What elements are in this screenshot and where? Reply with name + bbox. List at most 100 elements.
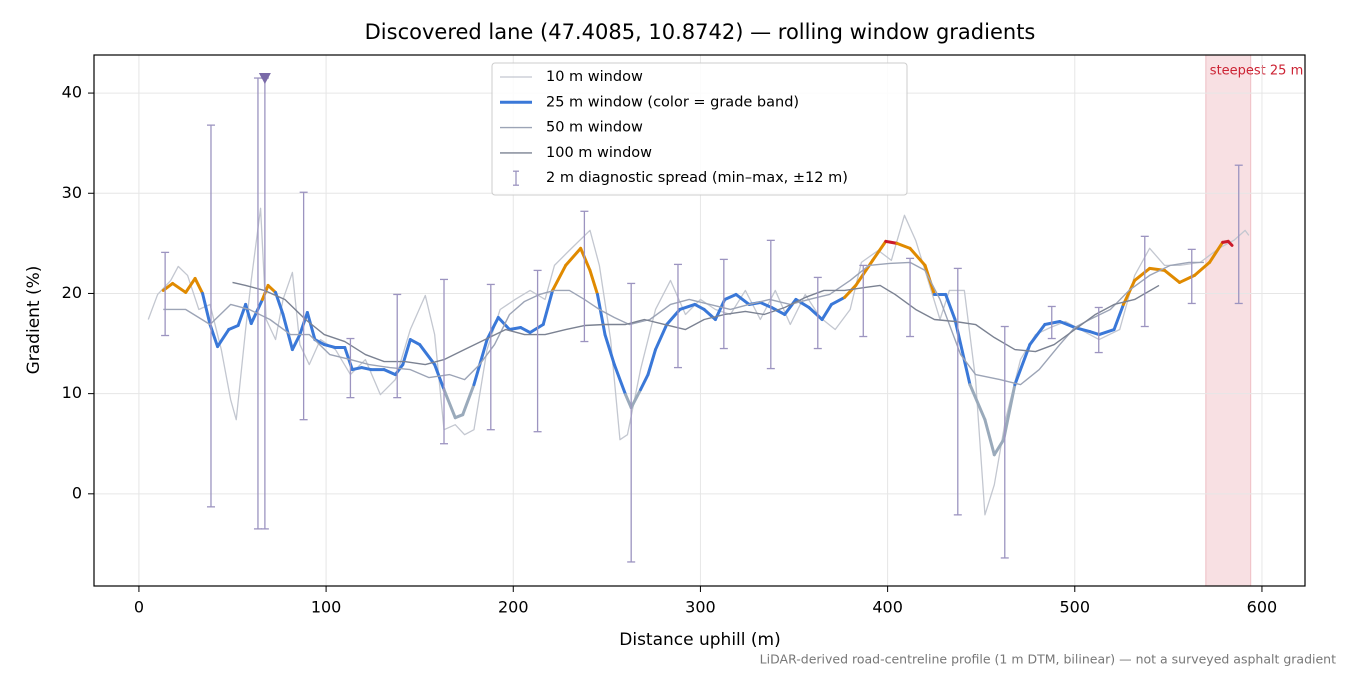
line-segment bbox=[360, 366, 373, 372]
line-segment bbox=[783, 297, 798, 316]
line-segment bbox=[528, 323, 545, 335]
line-segment bbox=[723, 292, 738, 301]
line-segment bbox=[1028, 323, 1047, 347]
line-segment bbox=[442, 388, 457, 420]
line-segment bbox=[1226, 239, 1234, 247]
legend-label: 50 m window bbox=[546, 120, 643, 136]
line-segment bbox=[227, 324, 240, 332]
line-segment bbox=[895, 241, 912, 250]
line-segment bbox=[807, 305, 824, 321]
line-segment bbox=[401, 338, 412, 367]
line bbox=[163, 261, 1204, 386]
x-tick-label: 400 bbox=[872, 598, 903, 617]
x-tick-label: 600 bbox=[1247, 598, 1278, 617]
line bbox=[147, 207, 1250, 516]
line-segment bbox=[843, 283, 858, 299]
line-segment bbox=[193, 276, 205, 295]
line-segment bbox=[266, 283, 278, 294]
line-segment bbox=[313, 338, 326, 347]
line-segment bbox=[1058, 320, 1077, 330]
line-segment bbox=[854, 258, 875, 287]
y-tick-label: 20 bbox=[62, 283, 82, 302]
line-segment bbox=[654, 323, 669, 352]
line-segment bbox=[820, 302, 833, 321]
line-segment bbox=[579, 246, 592, 272]
line-segment bbox=[603, 333, 616, 367]
footnote: LiDAR-derived road-centreline profile (1… bbox=[760, 652, 1336, 667]
legend-label: 10 m window bbox=[546, 69, 643, 85]
x-tick-label: 0 bbox=[134, 598, 144, 617]
line-segment bbox=[944, 292, 957, 321]
line-segment bbox=[588, 268, 599, 296]
x-tick-label: 100 bbox=[311, 598, 342, 617]
line-segment bbox=[1193, 260, 1212, 277]
highlight-span bbox=[1205, 54, 1252, 587]
line-segment bbox=[968, 383, 987, 422]
y-tick-label: 10 bbox=[62, 383, 82, 402]
legend-label: 2 m diagnostic spread (min–max, ±12 m) bbox=[546, 170, 848, 186]
line-segment bbox=[244, 302, 253, 326]
x-tick-label: 300 bbox=[685, 598, 716, 617]
highlight-label: steepest 25 m bbox=[1210, 64, 1303, 79]
line-segment bbox=[171, 281, 188, 294]
line-segment bbox=[322, 343, 337, 350]
line-segment bbox=[184, 276, 197, 294]
line-segment bbox=[472, 338, 489, 387]
line-segment bbox=[290, 333, 302, 352]
x-tick-label: 200 bbox=[498, 598, 529, 617]
line-segment bbox=[1208, 240, 1225, 264]
line-segment bbox=[1112, 302, 1125, 332]
line-segment bbox=[758, 300, 774, 309]
y-tick-label: 0 bbox=[72, 483, 82, 502]
y-axis-label: Gradient (%) bbox=[24, 266, 44, 375]
line-segment bbox=[770, 305, 787, 316]
line-segment bbox=[541, 288, 555, 327]
line-segment bbox=[871, 239, 888, 262]
line-segment bbox=[305, 310, 317, 342]
line-segment bbox=[1088, 330, 1101, 337]
line-segment bbox=[201, 291, 212, 327]
plot-area bbox=[147, 73, 1250, 563]
line-segment bbox=[829, 295, 847, 306]
line-segment bbox=[551, 263, 568, 292]
line-segment bbox=[1121, 278, 1137, 306]
line-segment bbox=[418, 343, 437, 367]
line-segment bbox=[693, 302, 706, 311]
line-segment bbox=[350, 366, 364, 372]
line-segment bbox=[496, 315, 512, 332]
legend-label: 25 m window (color = grade band) bbox=[546, 94, 799, 110]
line-segment bbox=[639, 373, 650, 392]
clipped-marker bbox=[258, 73, 271, 85]
line-segment bbox=[485, 315, 500, 342]
line-segment bbox=[646, 348, 658, 377]
x-tick-label: 500 bbox=[1060, 598, 1091, 617]
line-segment bbox=[216, 328, 231, 349]
line-segment bbox=[408, 338, 422, 347]
line-segment bbox=[992, 438, 1006, 457]
line-segment bbox=[908, 246, 927, 267]
line-segment bbox=[884, 239, 899, 245]
line-segment bbox=[1002, 383, 1017, 442]
line-segment bbox=[595, 292, 607, 337]
chart-title: Discovered lane (47.4085, 10.8742) — rol… bbox=[365, 20, 1036, 44]
line-segment bbox=[249, 297, 264, 326]
line bbox=[232, 281, 1160, 366]
line-segment bbox=[629, 388, 643, 410]
line-segment bbox=[983, 418, 996, 457]
line-segment bbox=[1097, 328, 1116, 337]
line-segment bbox=[433, 363, 446, 392]
line-segment bbox=[519, 326, 532, 335]
legend-label: 100 m window bbox=[546, 145, 652, 161]
x-axis-label: Distance uphill (m) bbox=[619, 630, 780, 650]
line-segment bbox=[1163, 268, 1182, 284]
y-tick-label: 40 bbox=[62, 83, 82, 102]
line-segment bbox=[612, 363, 628, 397]
y-tick-label: 30 bbox=[62, 183, 82, 202]
line-segment bbox=[382, 368, 397, 377]
line-segment bbox=[461, 383, 476, 417]
legend-box bbox=[491, 62, 908, 196]
line-segment bbox=[624, 393, 633, 410]
line-segment bbox=[564, 246, 583, 267]
line-segment bbox=[734, 292, 751, 306]
